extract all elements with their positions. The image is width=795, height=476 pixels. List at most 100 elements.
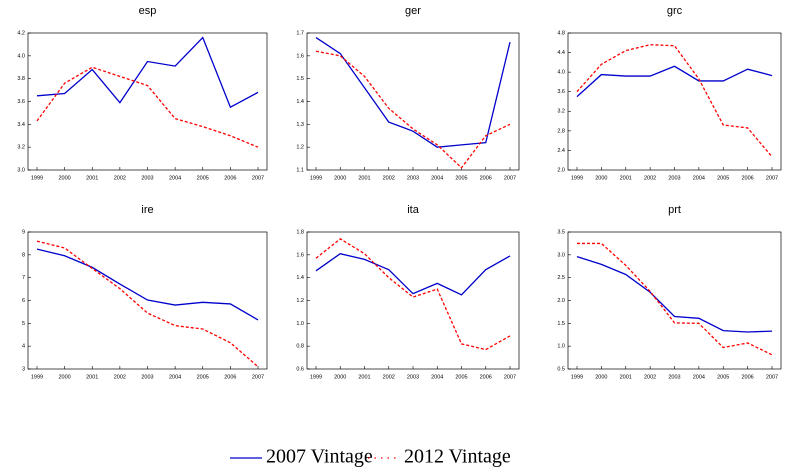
y-tick-label: 1.5	[296, 76, 304, 82]
x-tick-label: 2002	[383, 374, 395, 380]
series-line: 2007 Vintage	[315, 252, 511, 296]
series-line: 2012 Vintage	[315, 50, 511, 169]
x-tick-label: 2000	[59, 374, 71, 380]
series-line: 2007 Vintage	[315, 37, 511, 148]
series-line: 2007 Vintage	[576, 256, 773, 333]
x-tick-label: 2000	[59, 175, 71, 181]
series-line: 2007 Vintage	[36, 36, 259, 109]
y-tick-label: 4.8	[557, 30, 565, 36]
x-tick-label: 2006	[224, 374, 236, 380]
x-tick-label: 2007	[504, 175, 516, 181]
x-tick-label: 2004	[693, 374, 705, 380]
y-tick-label: 1.4	[296, 99, 304, 105]
x-tick-label: 2003	[407, 175, 419, 181]
x-tick-label: 2003	[141, 175, 153, 181]
x-tick-label: 2007	[504, 374, 516, 380]
y-tick-label: 4.4	[557, 50, 565, 56]
y-tick-label: 1.6	[296, 252, 304, 258]
x-tick-label: 2001	[86, 374, 98, 380]
y-tick-label: 1.2	[296, 298, 304, 304]
series-line: 2012 Vintage	[36, 240, 259, 368]
y-tick-label: 4.0	[557, 70, 565, 76]
plot-frame	[27, 231, 268, 370]
x-tick-label: 1999	[571, 374, 583, 380]
x-tick-label: 2006	[742, 175, 754, 181]
legend-label: 2007 Vintage	[266, 446, 373, 468]
chart-title: ita	[407, 204, 420, 216]
y-tick-label: 0.6	[296, 366, 304, 372]
x-tick-label: 2001	[358, 374, 370, 380]
x-tick-label: 2006	[224, 175, 236, 181]
y-tick-label: 4.2	[17, 30, 25, 36]
x-tick-label: 2002	[644, 175, 656, 181]
y-tick-label: 3.0	[557, 252, 565, 258]
plot-frame	[567, 32, 782, 171]
x-tick-label: 2005	[197, 175, 209, 181]
y-tick-label: 3.5	[557, 229, 565, 235]
plot-frame	[567, 231, 782, 370]
x-tick-label: 2000	[334, 175, 346, 181]
series-line: 2007 Vintage	[576, 65, 773, 98]
y-tick-label: 2.0	[557, 167, 565, 173]
x-tick-label: 2001	[358, 175, 370, 181]
x-tick-label: 2001	[86, 175, 98, 181]
x-tick-label: 2000	[334, 374, 346, 380]
y-tick-label: 8	[22, 252, 25, 258]
series-line: 2007 Vintage	[36, 248, 259, 321]
plot-frame	[306, 32, 520, 171]
y-tick-label: 9	[22, 229, 25, 235]
series-line: 2012 Vintage	[576, 44, 773, 158]
y-tick-label: 1.7	[296, 30, 304, 36]
x-tick-label: 1999	[31, 374, 43, 380]
x-tick-label: 2002	[644, 374, 656, 380]
y-tick-label: 2.5	[557, 275, 565, 281]
x-tick-label: 2000	[595, 374, 607, 380]
y-tick-label: 1.4	[296, 275, 304, 281]
x-tick-label: 2005	[197, 374, 209, 380]
y-tick-label: 4.0	[17, 53, 25, 59]
y-tick-label: 3.4	[17, 122, 25, 128]
series-line: 2012 Vintage	[36, 66, 259, 148]
y-tick-label: 1.5	[557, 321, 565, 327]
y-tick-label: 1.0	[296, 321, 304, 327]
x-tick-label: 2005	[455, 175, 467, 181]
series-line: 2012 Vintage	[315, 238, 511, 351]
x-tick-label: 2004	[169, 374, 181, 380]
y-tick-label: 3.0	[17, 167, 25, 173]
plot-frame	[27, 32, 268, 171]
x-tick-label: 2002	[114, 175, 126, 181]
x-tick-label: 2004	[431, 374, 443, 380]
x-tick-label: 1999	[571, 175, 583, 181]
y-tick-label: 1.3	[296, 122, 304, 128]
y-tick-label: 1.0	[557, 344, 565, 350]
y-tick-label: 3.6	[557, 89, 565, 95]
x-tick-label: 2003	[141, 374, 153, 380]
x-tick-label: 2003	[668, 175, 680, 181]
x-tick-label: 2005	[455, 374, 467, 380]
x-tick-label: 2001	[620, 175, 632, 181]
y-tick-label: 5	[22, 321, 25, 327]
y-tick-label: 1.8	[296, 229, 304, 235]
x-tick-label: 1999	[31, 175, 43, 181]
x-tick-label: 2004	[693, 175, 705, 181]
y-tick-label: 3	[22, 366, 25, 372]
y-tick-label: 3.2	[557, 109, 565, 115]
x-tick-label: 2002	[114, 374, 126, 380]
y-tick-label: 1.2	[296, 145, 304, 151]
x-tick-label: 2005	[717, 374, 729, 380]
y-tick-label: 1.1	[296, 167, 304, 173]
x-tick-label: 2007	[252, 374, 264, 380]
x-tick-label: 2006	[742, 374, 754, 380]
x-tick-label: 2003	[407, 374, 419, 380]
x-tick-label: 2006	[480, 374, 492, 380]
x-tick-label: 2003	[668, 374, 680, 380]
y-tick-label: 0.5	[557, 366, 565, 372]
x-tick-label: 2007	[766, 374, 778, 380]
chart-title: ger	[405, 5, 421, 17]
y-tick-label: 4	[22, 344, 25, 350]
x-tick-label: 2006	[480, 175, 492, 181]
chart-title: ire	[141, 204, 153, 216]
x-tick-label: 2005	[717, 175, 729, 181]
x-tick-label: 2001	[620, 374, 632, 380]
